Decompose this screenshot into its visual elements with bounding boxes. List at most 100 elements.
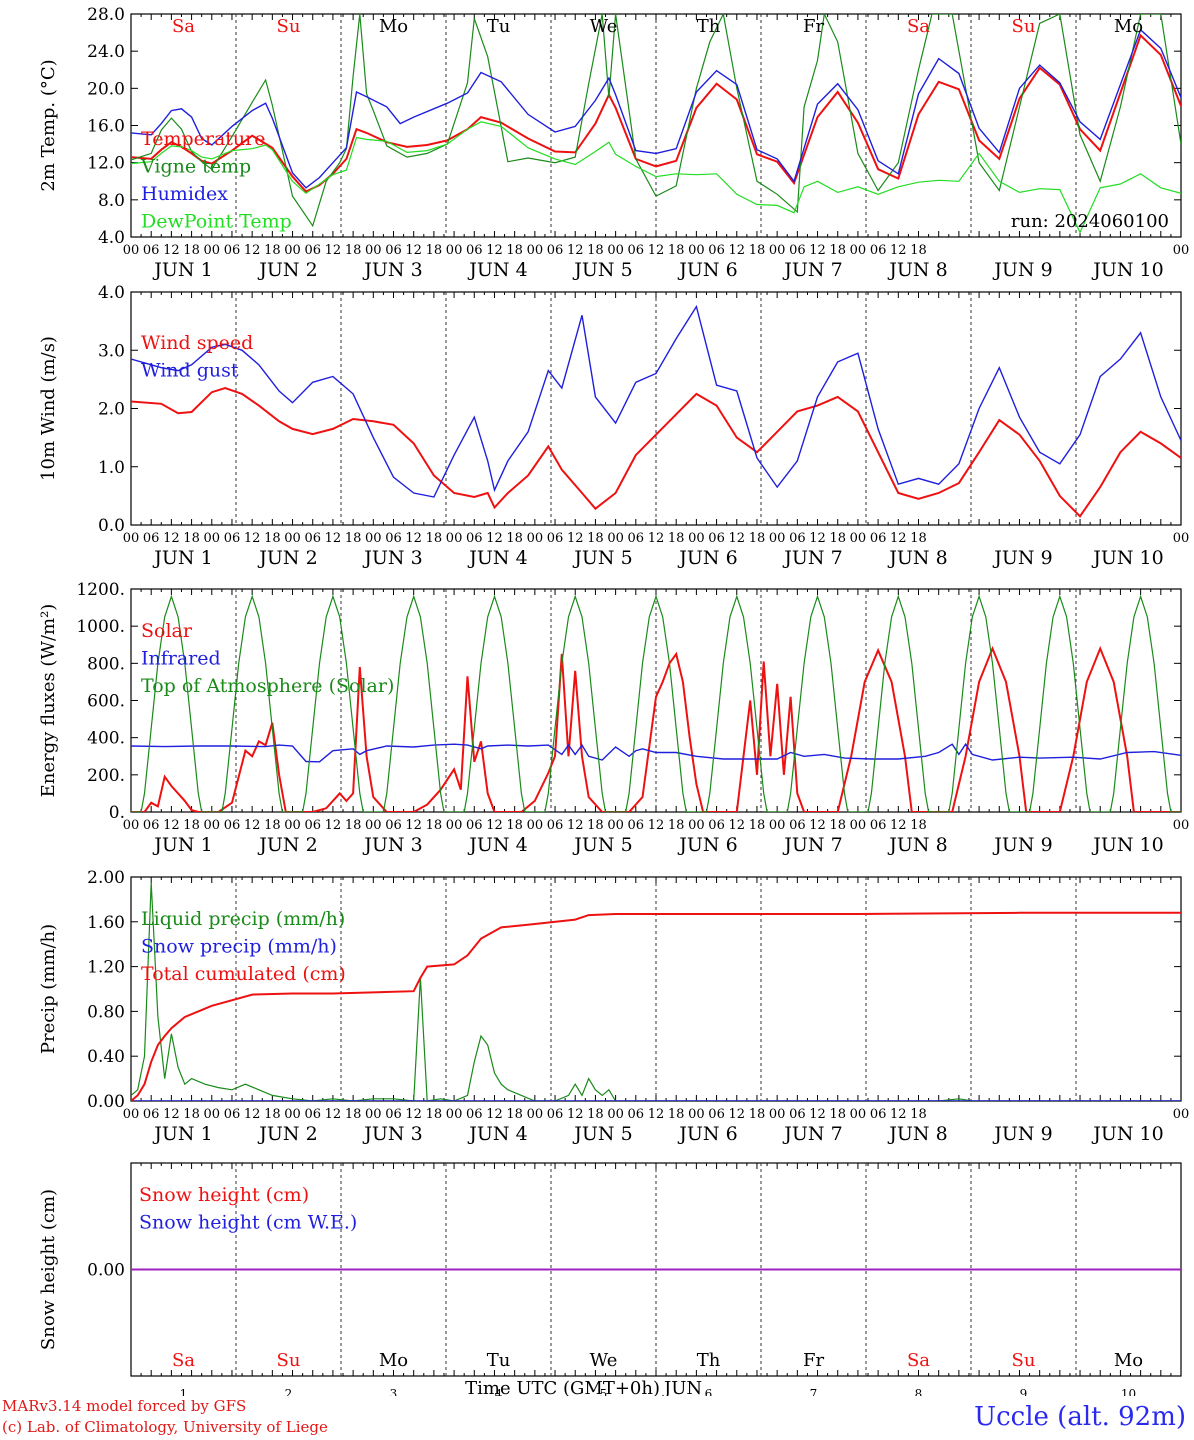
hour-tick-label: 18 xyxy=(345,818,362,833)
day-name: Th xyxy=(697,16,721,37)
legend-entry: DewPoint Temp xyxy=(141,211,292,233)
date-label: JUN 6 xyxy=(677,259,737,281)
hour-tick-label: 18 xyxy=(749,1107,766,1122)
hour-tick-label: 06 xyxy=(143,818,160,833)
hour-tick-label: 06 xyxy=(547,818,564,833)
hour-tick-label: 00 xyxy=(1173,1107,1190,1122)
hour-tick-label: 12 xyxy=(648,531,665,546)
series-line-humidex xyxy=(131,28,1181,189)
date-label: JUN 5 xyxy=(572,259,632,281)
hour-tick-label: 00 xyxy=(769,531,786,546)
hour-tick-label: 00 xyxy=(527,243,544,258)
hour-tick-label: 06 xyxy=(789,1107,806,1122)
hour-tick-label: 12 xyxy=(728,531,745,546)
hour-tick-label: 00 xyxy=(527,818,544,833)
date-label: JUN 5 xyxy=(572,834,632,856)
y-tick-label: 1.20 xyxy=(87,958,125,978)
y-tick-label: 400. xyxy=(87,729,125,749)
hour-tick-label: 12 xyxy=(325,531,342,546)
hour-tick-label: 18 xyxy=(506,243,523,258)
date-label: JUN 7 xyxy=(782,1123,842,1145)
hour-tick-label: 18 xyxy=(829,531,846,546)
hour-tick-label: 12 xyxy=(890,531,907,546)
hour-tick-label: 00 xyxy=(850,243,867,258)
hour-tick-label: 18 xyxy=(183,818,200,833)
date-label: JUN 5 xyxy=(572,547,632,569)
date-label: JUN 10 xyxy=(1091,547,1163,569)
hour-tick-label: 06 xyxy=(870,531,887,546)
hour-tick-label: 00 xyxy=(688,818,705,833)
hour-tick-label: 18 xyxy=(264,243,281,258)
y-tick-label: 4.0 xyxy=(98,283,125,303)
y-tick-label: 1.0 xyxy=(98,458,125,478)
date-label: JUN 1 xyxy=(152,547,212,569)
day-number: 2 xyxy=(285,1387,293,1396)
hour-tick-label: 00 xyxy=(123,243,140,258)
y-tick-label: 0.00 xyxy=(87,1092,125,1112)
hour-tick-label: 12 xyxy=(244,818,261,833)
hour-tick-label: 18 xyxy=(426,531,443,546)
hour-tick-label: 06 xyxy=(466,818,483,833)
hour-tick-label: 12 xyxy=(728,1107,745,1122)
day-number: 7 xyxy=(810,1387,818,1396)
hour-tick-label: 00 xyxy=(284,818,301,833)
date-label: JUN 5 xyxy=(572,1123,632,1145)
x-axis-label: Time UTC (GMT+0h) xyxy=(465,1378,660,1396)
hour-tick-label: 18 xyxy=(183,1107,200,1122)
hour-tick-label: 06 xyxy=(385,531,402,546)
legend-entry: Liquid precip (mm/h) xyxy=(141,908,345,930)
hour-tick-label: 00 xyxy=(365,243,382,258)
hour-tick-label: 12 xyxy=(567,243,584,258)
hour-tick-label: 00 xyxy=(607,243,624,258)
day-name: Su xyxy=(1012,1350,1036,1371)
hour-tick-label: 00 xyxy=(1173,531,1190,546)
hour-tick-label: 06 xyxy=(628,1107,645,1122)
y-axis-label: Precip (mm/h) xyxy=(38,924,59,1054)
hour-tick-label: 12 xyxy=(405,531,422,546)
series-line-infrared xyxy=(131,742,1181,763)
date-label: JUN 10 xyxy=(1091,834,1163,856)
hour-tick-label: 18 xyxy=(749,243,766,258)
y-tick-label: 2.0 xyxy=(98,400,125,420)
hour-tick-label: 18 xyxy=(829,818,846,833)
hour-tick-label: 06 xyxy=(143,243,160,258)
date-label: JUN 1 xyxy=(152,1123,212,1145)
hour-tick-label: 18 xyxy=(829,1107,846,1122)
day-name: Sa xyxy=(172,1350,195,1371)
panel-frame xyxy=(130,13,1182,238)
date-label: JUN 10 xyxy=(1091,259,1163,281)
y-tick-label: 1200. xyxy=(76,580,125,600)
day-name: Tu xyxy=(487,1350,511,1371)
hour-tick-label: 06 xyxy=(628,531,645,546)
hour-tick-label: 12 xyxy=(567,531,584,546)
hour-tick-label: 00 xyxy=(769,818,786,833)
legend-entry: Humidex xyxy=(141,183,228,205)
hour-tick-label: 18 xyxy=(183,531,200,546)
hour-tick-label: 18 xyxy=(506,531,523,546)
date-label: JUN 2 xyxy=(257,1123,317,1145)
day-number: 4 xyxy=(495,1387,503,1396)
date-label: JUN 3 xyxy=(362,1123,422,1145)
hour-tick-label: 18 xyxy=(587,243,604,258)
series-line-vigne-temp xyxy=(131,14,1181,228)
date-label: JUN 6 xyxy=(677,547,737,569)
legend-entry: Snow precip (mm/h) xyxy=(141,936,337,958)
hour-tick-label: 18 xyxy=(345,1107,362,1122)
hour-tick-label: 06 xyxy=(870,1107,887,1122)
hour-tick-label: 00 xyxy=(607,1107,624,1122)
date-label: JUN 7 xyxy=(782,259,842,281)
hour-tick-label: 06 xyxy=(789,531,806,546)
date-label: JUN 3 xyxy=(362,259,422,281)
hour-tick-label: 06 xyxy=(708,818,725,833)
hour-tick-label: 12 xyxy=(244,1107,261,1122)
y-tick-label: 200. xyxy=(87,766,125,786)
hour-tick-label: 18 xyxy=(587,818,604,833)
hour-tick-label: 00 xyxy=(688,243,705,258)
date-label: JUN 9 xyxy=(992,1123,1052,1145)
series-line-top-of-atmosphere-solar- xyxy=(131,594,1181,812)
day-number: 9 xyxy=(1020,1387,1028,1396)
hour-tick-label: 06 xyxy=(789,243,806,258)
legend-entry: Snow height (cm) xyxy=(139,1184,309,1206)
hour-tick-label: 18 xyxy=(829,243,846,258)
hour-tick-label: 06 xyxy=(789,818,806,833)
